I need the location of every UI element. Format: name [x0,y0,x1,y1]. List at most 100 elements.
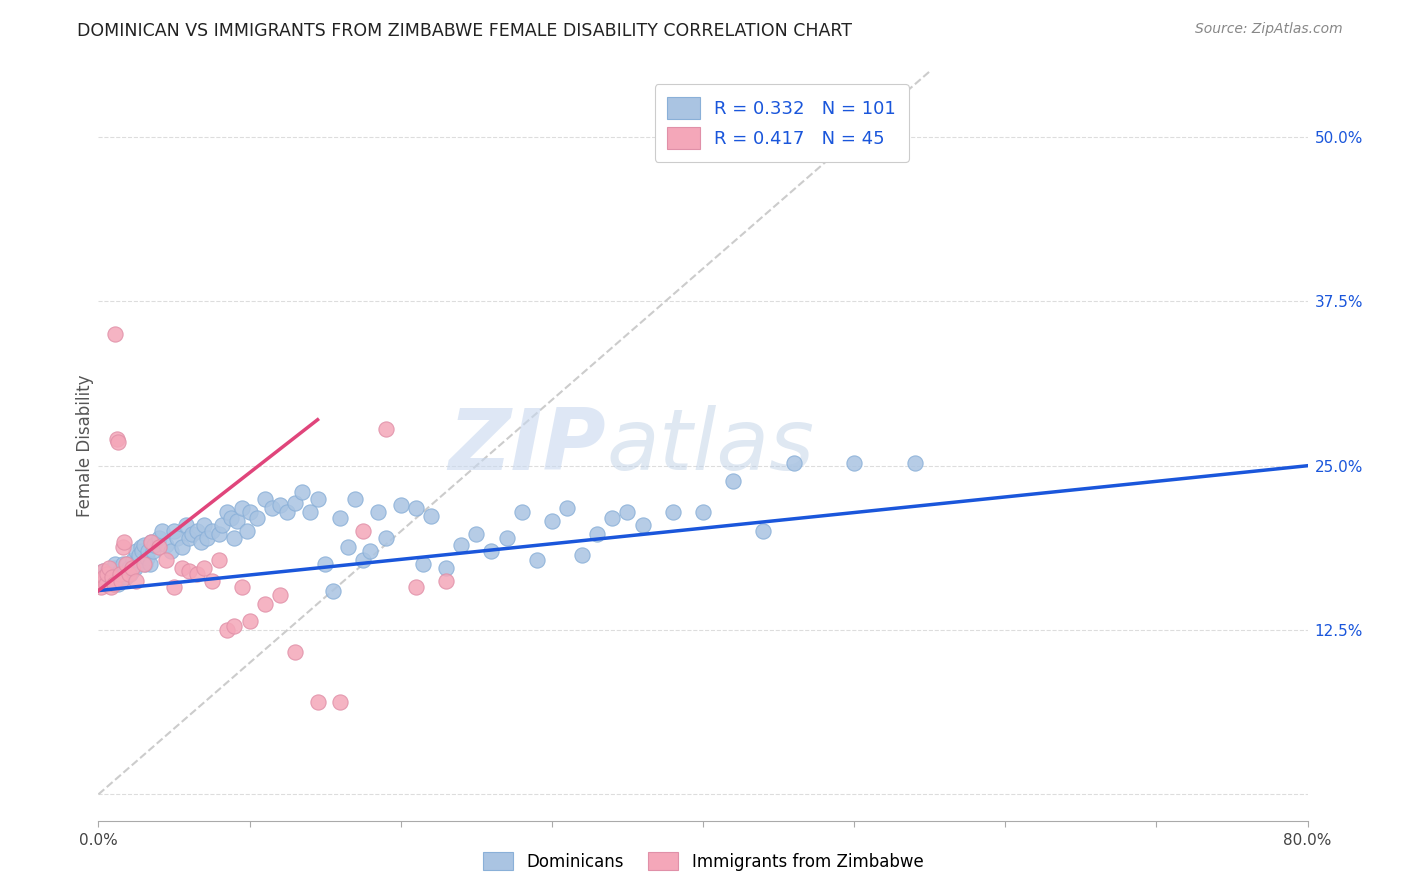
Point [495,531,517,545]
Point [193,561,215,575]
Point [127,553,149,567]
Point [101,570,124,584]
Point [374,422,396,436]
Point [269,588,291,602]
Point [114,558,136,572]
Point [101,570,124,584]
Point [269,498,291,512]
Point [181,527,204,541]
Point [98,561,121,575]
Point [352,524,374,539]
Legend: R = 0.332   N = 101, R = 0.417   N = 45: R = 0.332 N = 101, R = 0.417 N = 45 [655,84,908,161]
Point [329,695,352,709]
Point [103,577,125,591]
Point [105,566,128,581]
Point [124,561,146,575]
Point [336,540,359,554]
Point [148,531,170,545]
Point [108,564,131,578]
Point [128,548,150,562]
Point [111,540,134,554]
Point [405,500,427,515]
Point [121,564,143,578]
Point [226,514,249,528]
Point [231,580,253,594]
Point [112,566,135,581]
Point [231,500,253,515]
Point [307,491,329,506]
Point [299,505,322,519]
Point [602,511,624,525]
Point [118,566,141,581]
Point [94,570,117,584]
Point [122,553,145,567]
Point [450,538,472,552]
Point [389,498,412,512]
Point [434,574,457,589]
Point [208,527,231,541]
Text: DOMINICAN VS IMMIGRANTS FROM ZIMBABWE FEMALE DISABILITY CORRELATION CHART: DOMINICAN VS IMMIGRANTS FROM ZIMBABWE FE… [77,22,852,40]
Point [100,566,122,581]
Point [136,544,159,558]
Point [143,538,166,552]
Point [307,695,329,709]
Point [121,561,143,575]
Point [103,561,125,575]
Point [125,544,148,558]
Point [284,645,307,659]
Point [616,505,638,519]
Point [148,540,170,554]
Point [100,580,122,594]
Point [166,531,188,545]
Point [131,544,153,558]
Point [215,623,238,637]
Point [540,514,562,528]
Point [844,456,866,470]
Point [112,535,135,549]
Point [155,553,177,567]
Point [208,553,231,567]
Point [329,511,352,525]
Point [367,505,389,519]
Point [322,583,344,598]
Point [215,505,238,519]
Point [481,544,503,558]
Point [91,564,114,578]
Point [155,538,177,552]
Point [104,327,127,342]
Point [104,558,127,572]
Point [262,500,284,515]
Point [163,524,186,539]
Point [111,558,134,572]
Point [163,580,186,594]
Point [586,527,609,541]
Text: ZIP: ZIP [449,404,606,488]
Point [193,517,215,532]
Point [132,558,155,572]
Point [692,505,714,519]
Point [195,531,218,545]
Point [239,614,262,628]
Point [465,527,488,541]
Point [170,540,193,554]
Point [89,574,111,589]
Point [253,491,276,506]
Point [139,558,162,572]
Point [96,566,118,581]
Point [723,475,745,489]
Point [90,580,112,594]
Point [405,580,427,594]
Point [132,538,155,552]
Y-axis label: Female Disability: Female Disability [76,375,94,517]
Point [98,573,121,587]
Point [115,558,138,572]
Point [170,561,193,575]
Point [118,561,141,575]
Point [284,495,307,509]
Point [179,564,201,578]
Point [783,456,806,470]
Point [201,574,224,589]
Point [239,505,262,519]
Point [91,564,114,578]
Point [291,485,314,500]
